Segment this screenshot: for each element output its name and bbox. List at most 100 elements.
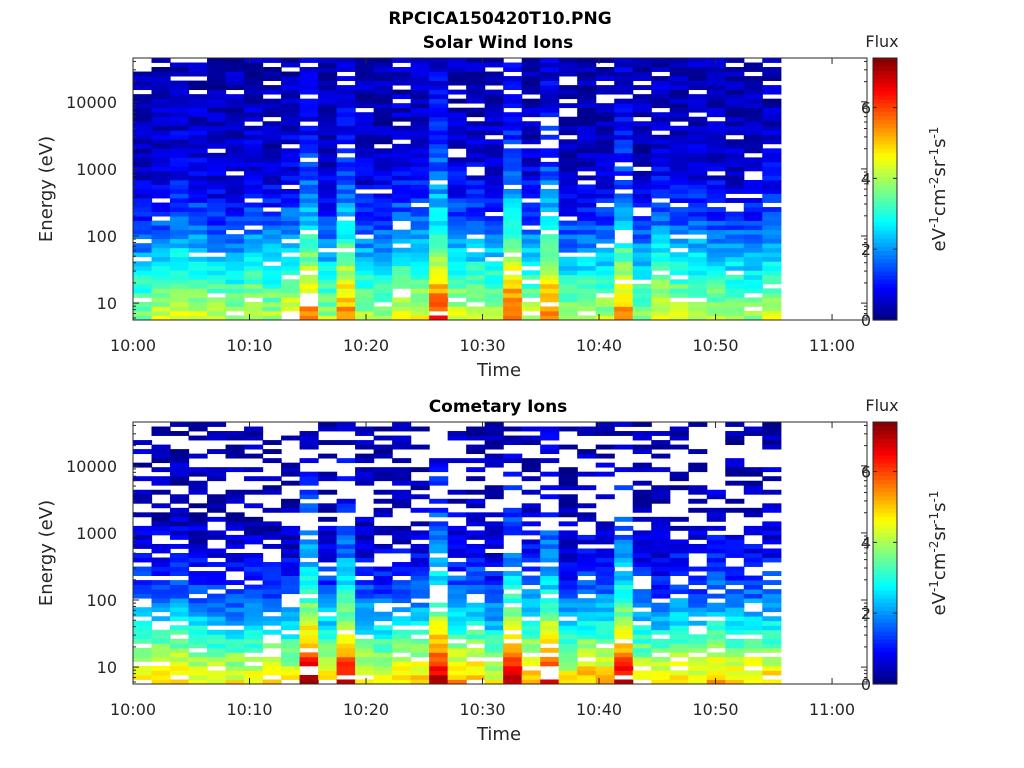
heatmap-cell [762,679,782,685]
heatmap-cell [355,225,375,231]
colorbar-swatch [873,115,897,120]
heatmap-cell [521,670,541,676]
heatmap-cell [207,629,227,635]
heatmap-cell [318,234,338,240]
heatmap-cell [133,152,153,158]
heatmap-cell [651,121,671,127]
heatmap-cell [651,211,671,217]
heatmap-cell [577,125,597,131]
heatmap-cell [669,625,689,631]
heatmap-cell [614,422,634,427]
heatmap-cell [540,598,560,604]
heatmap-cell [244,292,264,298]
heatmap-cell [558,243,578,249]
heatmap-cell [429,202,449,208]
heatmap-cell [373,426,393,432]
heatmap-cell [484,166,504,172]
heatmap-cell [244,426,264,432]
heatmap-cell [632,107,652,113]
heatmap-cell [373,179,393,185]
heatmap-cell [447,62,467,68]
heatmap-cell [133,611,153,617]
heatmap-cell [484,557,504,563]
heatmap-cell [244,76,264,81]
heatmap-cell [577,189,597,194]
heatmap-cell [355,207,375,212]
heatmap-cell [410,620,430,626]
heatmap-cell [466,211,486,217]
heatmap-cell [318,422,338,427]
heatmap-cell [336,553,356,558]
heatmap-cell [410,674,430,680]
heatmap-cell [410,121,430,127]
heatmap-cell [281,553,301,558]
heatmap-cell [170,449,190,455]
colorbar-swatch [873,536,897,542]
heatmap-cell [355,198,375,203]
heatmap-cell [188,170,208,176]
heatmap-cell [558,207,578,212]
heatmap-cell [632,62,652,68]
heatmap-cell [410,252,430,258]
heatmap-cell [540,534,560,540]
heatmap-cell [521,435,541,441]
heatmap-cell [188,634,208,640]
heatmap-cell [373,530,393,536]
heatmap-cell [133,71,153,77]
heatmap-cell [355,67,375,72]
heatmap-cell [262,85,282,91]
heatmap-cell [355,297,375,303]
heatmap-cell [429,530,449,536]
heatmap-cell [151,589,171,595]
heatmap-cell [725,507,745,513]
heatmap-cell [355,679,375,685]
heatmap-cell [577,207,597,212]
heatmap-cell [762,247,782,253]
heatmap-cell [410,148,430,154]
heatmap-cell [447,279,467,285]
heatmap-cell [577,647,597,653]
heatmap-cell [503,256,523,262]
heatmap-cell [207,661,227,667]
heatmap-cell [558,598,578,604]
heatmap-cell [466,157,486,163]
heatmap-cell [355,112,375,118]
heatmap-cell [614,211,634,217]
heatmap-cell [651,261,671,267]
heatmap-cell [595,143,615,149]
heatmap-cell [392,265,412,271]
heatmap-cell [262,485,282,491]
heatmap-cell [743,647,763,653]
heatmap-cell [466,652,486,658]
heatmap-cell [188,238,208,244]
heatmap-cell [521,503,541,509]
heatmap-cell [577,130,597,136]
heatmap-cell [484,89,504,95]
heatmap-cell [429,85,449,91]
heatmap-cell [558,566,578,572]
colorbar-swatch [873,524,897,530]
heatmap-cell [225,76,245,81]
heatmap-cell [484,674,504,680]
heatmap-cell [355,58,375,63]
heatmap-cell [614,670,634,676]
heatmap-cell [318,89,338,95]
heatmap-cell [262,170,282,176]
heatmap-cell [170,152,190,158]
heatmap-cell [373,616,393,622]
heatmap-cell [466,229,486,235]
heatmap-cell [540,179,560,185]
heatmap-cell [521,107,541,113]
heatmap-cell [318,283,338,289]
heatmap-cell [225,161,245,167]
heatmap-cell [207,62,227,68]
heatmap-cell [355,152,375,158]
heatmap-cell [669,562,689,567]
heatmap-cell [373,611,393,617]
colorbar-swatch [873,160,897,166]
heatmap-cell [392,207,412,212]
heatmap-cell [355,71,375,77]
heatmap-cell [521,256,541,262]
heatmap-cell [651,265,671,271]
heatmap-cell [281,584,301,590]
